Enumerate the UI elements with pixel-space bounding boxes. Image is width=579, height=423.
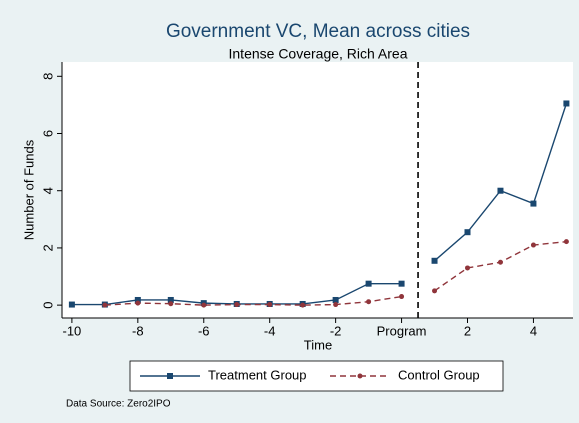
marker	[333, 302, 339, 308]
y-tick-label: 2	[40, 244, 55, 251]
marker	[102, 302, 108, 308]
marker	[563, 239, 569, 245]
marker	[168, 301, 174, 307]
y-tick-label: 6	[40, 130, 55, 137]
marker	[135, 300, 141, 306]
marker	[431, 257, 438, 264]
x-tick-label: Program	[377, 323, 427, 338]
x-tick-label: -4	[264, 323, 276, 338]
x-tick-label: -10	[62, 323, 81, 338]
marker	[201, 302, 207, 308]
marker	[267, 302, 273, 308]
legend-marker	[167, 373, 173, 379]
marker	[300, 302, 306, 308]
x-tick-label: -8	[132, 323, 144, 338]
x-axis-label: Time	[304, 337, 332, 352]
legend-label: Treatment Group	[208, 367, 307, 382]
y-axis-label: Number of Funds	[21, 139, 36, 240]
legend-label: Control Group	[398, 367, 480, 382]
x-tick-label: 4	[530, 323, 537, 338]
marker	[399, 294, 405, 300]
marker	[465, 265, 471, 271]
y-tick-label: 4	[40, 187, 55, 194]
source-note: Data Source: Zero2IPO	[66, 399, 171, 410]
marker	[366, 299, 372, 305]
marker	[365, 280, 372, 287]
marker	[398, 280, 405, 287]
marker	[530, 242, 536, 248]
marker	[497, 259, 503, 265]
marker	[530, 200, 537, 207]
x-tick-label: -6	[198, 323, 210, 338]
marker	[167, 296, 174, 303]
x-tick-label: 2	[464, 323, 471, 338]
plot-area	[62, 62, 573, 318]
y-tick-label: 0	[40, 302, 55, 309]
marker	[134, 296, 141, 303]
y-tick-label: 8	[40, 73, 55, 80]
marker	[497, 187, 504, 194]
marker	[464, 229, 471, 236]
marker	[68, 301, 75, 308]
marker	[432, 288, 438, 294]
chart-title: Government VC, Mean across cities	[166, 21, 470, 42]
x-tick-label: -2	[330, 323, 342, 338]
legend-marker	[357, 373, 363, 379]
marker	[332, 296, 339, 303]
chart-subtitle: Intense Coverage, Rich Area	[229, 46, 408, 62]
marker	[234, 302, 240, 308]
marker	[563, 100, 570, 107]
